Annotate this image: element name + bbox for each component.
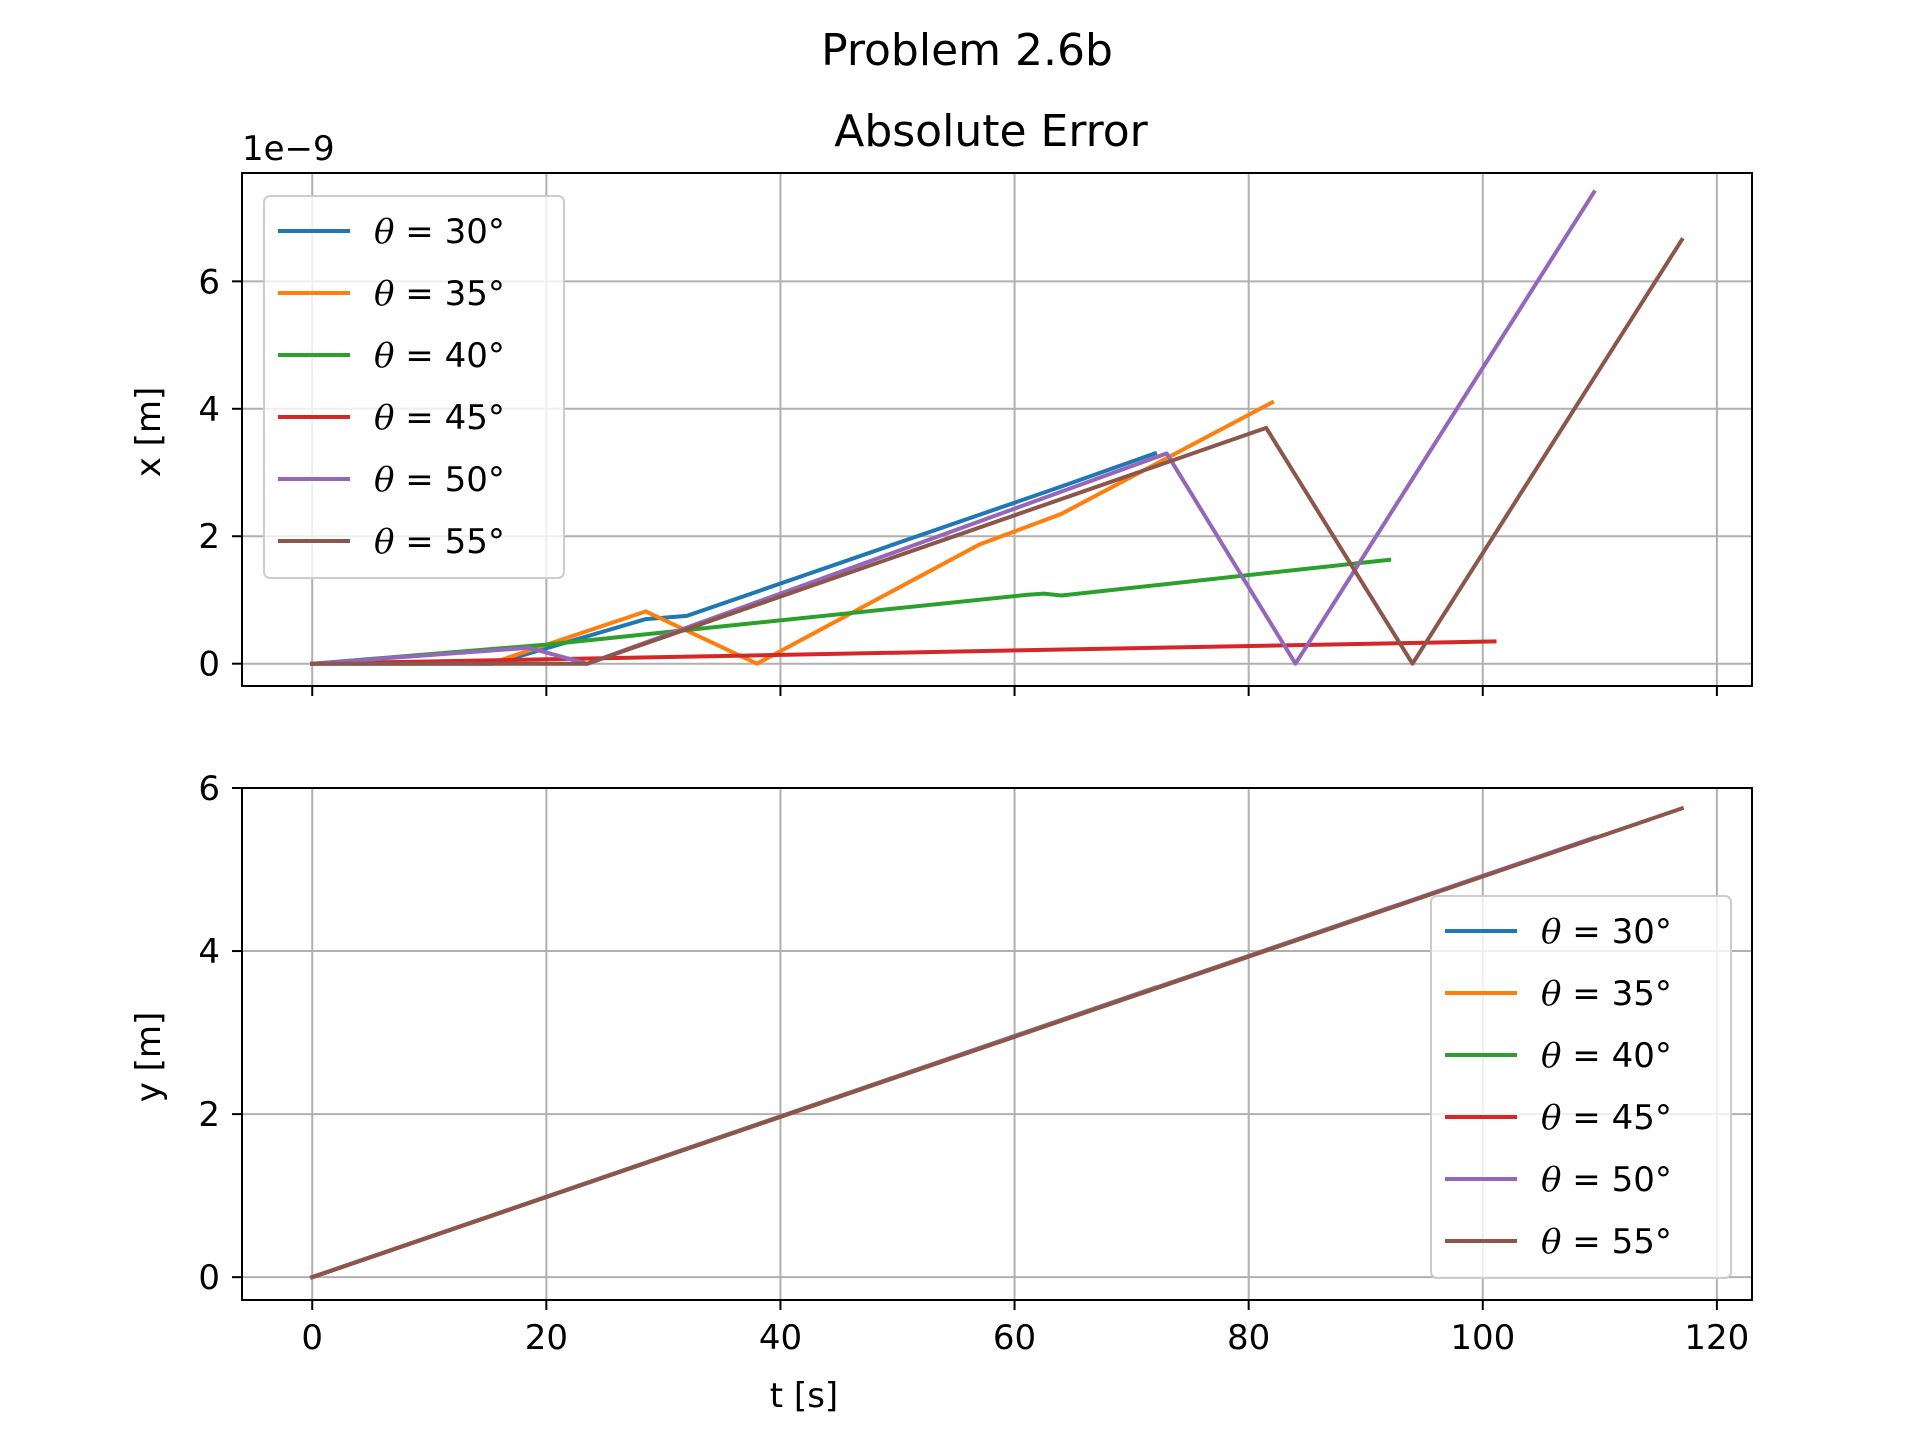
legend-label: θ = 35°: [1541, 974, 1672, 1014]
bottom-plot-xlabel: t [s]: [770, 1376, 838, 1416]
top-plot-offset-text: 1e−9: [242, 129, 335, 169]
legend-label: θ = 55°: [374, 522, 505, 562]
legend-label: θ = 50°: [1541, 1160, 1672, 1200]
y-tick-label: 2: [198, 1095, 220, 1135]
legend-label: θ = 45°: [1541, 1098, 1672, 1138]
plot-frame: [241, 172, 1753, 687]
y-tick-label: 6: [198, 769, 220, 809]
bottom-plot-ylabel: y [m]: [129, 1012, 169, 1103]
legend-label: θ = 55°: [1541, 1222, 1672, 1262]
y-tick-label: 0: [198, 1258, 220, 1298]
y-tick-label: 4: [198, 390, 220, 430]
legend-box: [263, 195, 565, 579]
x-tick-label: 120: [1684, 1318, 1749, 1358]
y-tick-label: 6: [198, 262, 220, 302]
legend-label: θ = 40°: [1541, 1036, 1672, 1076]
figure-title: Problem 2.6b: [821, 25, 1113, 76]
series-line-4: [310, 189, 1597, 666]
series-line-3: [310, 639, 1497, 666]
legend: θ = 30° θ = 35° θ = 40° θ = 45° θ = 50° θ = 5…: [263, 195, 565, 579]
top-plot-ylabel: x [m]: [129, 387, 169, 478]
legend-box: [1430, 895, 1732, 1279]
x-tick-label: 100: [1450, 1318, 1515, 1358]
x-tick-label: 80: [1227, 1318, 1270, 1358]
bottom-plot: 0 20 40 60 80 100 120 0 2 4 6 θ = 30° θ = 35° θ = 40°…: [198, 769, 1753, 1358]
series-line-5: [310, 237, 1685, 666]
legend-label: θ = 30°: [1541, 912, 1672, 952]
legend-label: θ = 45°: [374, 398, 505, 438]
y-tick-label: 0: [198, 645, 220, 685]
plot-frame: [241, 787, 1753, 1301]
legend-label: θ = 30°: [374, 212, 505, 252]
legend: θ = 30° θ = 35° θ = 40° θ = 45° θ = 50° θ = 5…: [1430, 895, 1732, 1279]
y-tick-label: 4: [198, 932, 220, 972]
legend-label: θ = 40°: [374, 336, 505, 376]
y-tick-label: 2: [198, 517, 220, 557]
legend-label: θ = 35°: [374, 274, 505, 314]
legend-label: θ = 50°: [374, 460, 505, 500]
series-line-5: [309, 805, 1685, 1280]
x-tick-label: 20: [525, 1318, 568, 1358]
x-tick-label: 40: [759, 1318, 802, 1358]
x-tick-label: 60: [993, 1318, 1036, 1358]
top-plot-title: Absolute Error: [834, 106, 1148, 157]
x-tick-label: 0: [301, 1318, 323, 1358]
